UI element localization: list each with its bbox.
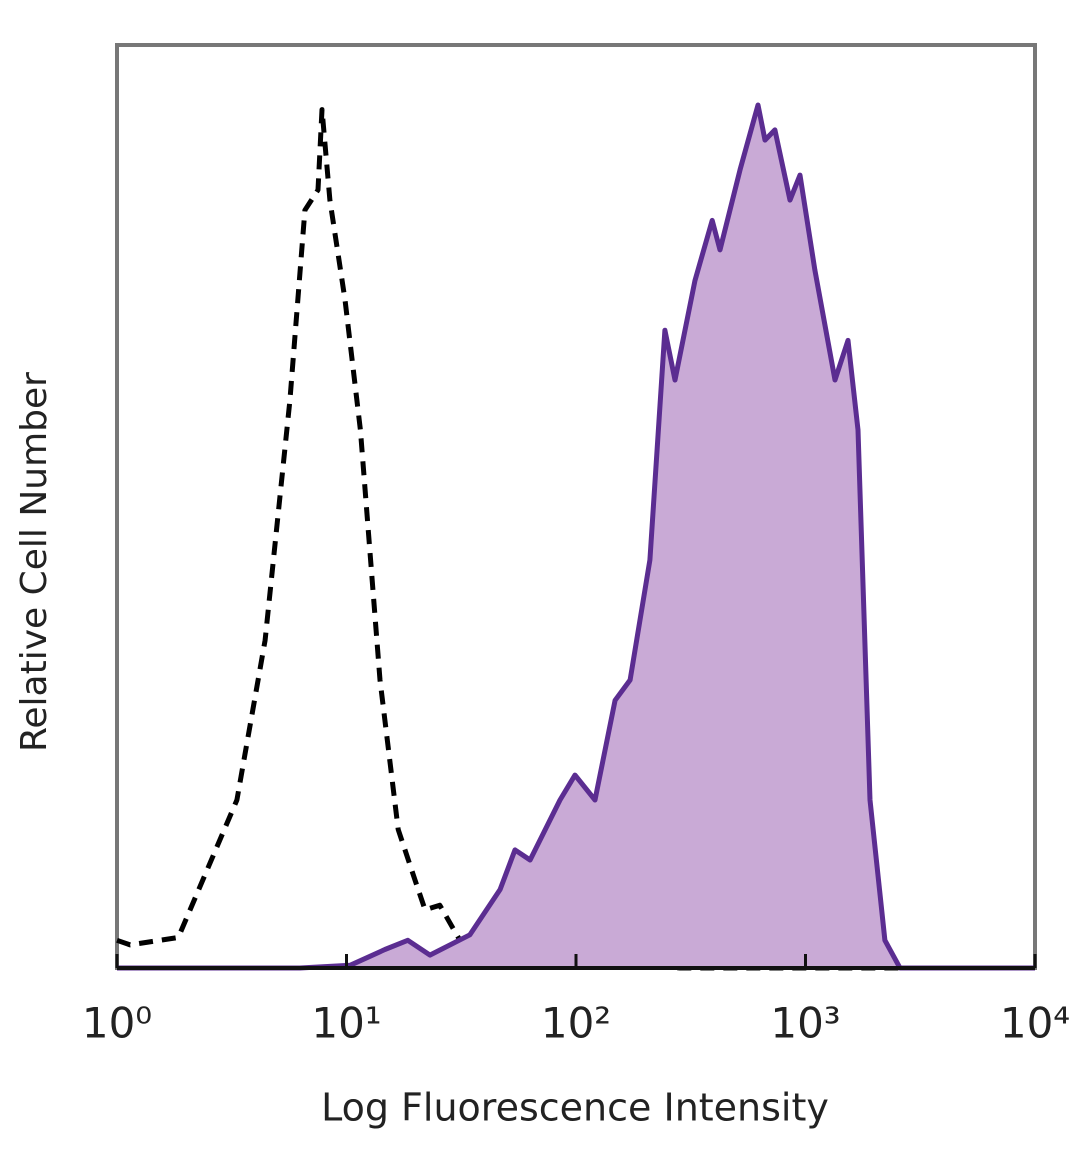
x-axis-title: Log Fluorescence Intensity [321, 1086, 829, 1130]
series-line [117, 102, 1035, 971]
x-tick-label: 10¹ [311, 999, 381, 1048]
x-tick-label: 10⁰ [82, 999, 152, 1048]
x-tick-label: 10⁴ [1000, 999, 1070, 1048]
y-axis-title: Relative Cell Number [14, 372, 55, 752]
series-area [117, 105, 1035, 968]
x-tick-label: 10² [541, 999, 611, 1048]
x-tick-label: 10³ [770, 999, 840, 1048]
